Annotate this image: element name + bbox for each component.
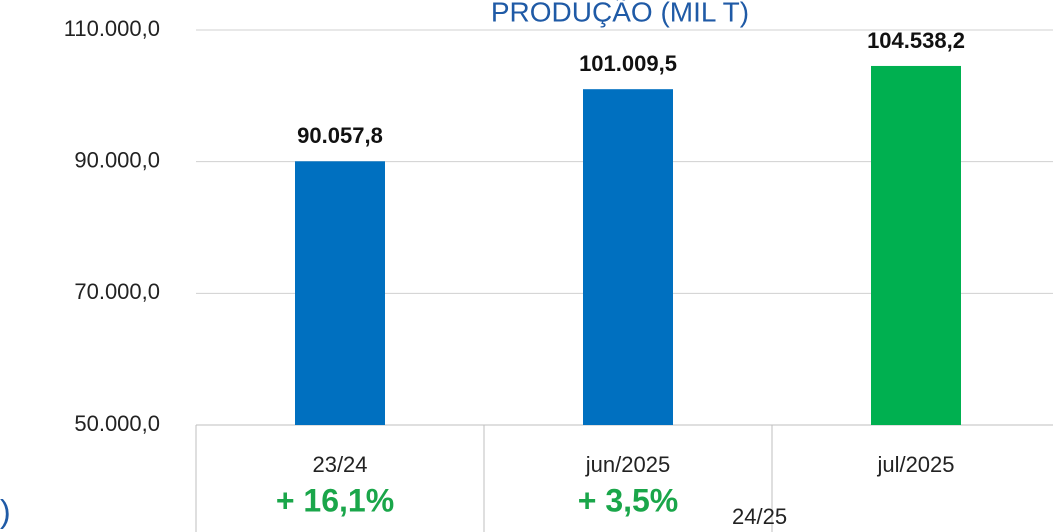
annotation: + 16,1% <box>276 482 394 518</box>
y-tick-label: 110.000,0 <box>64 16 160 41</box>
bar <box>295 161 385 426</box>
annotation: ) <box>0 493 11 529</box>
annotation: + 3,5% <box>578 482 679 518</box>
y-tick-label: 50.000,0 <box>74 411 160 436</box>
bar <box>583 89 673 425</box>
annotation: 24/25 <box>732 504 787 529</box>
x-tick-label: 23/24 <box>312 452 367 477</box>
x-tick-label: jul/2025 <box>876 452 954 477</box>
y-tick-label: 90.000,0 <box>74 147 160 172</box>
x-tick-label: jun/2025 <box>585 452 670 477</box>
bar <box>871 65 961 425</box>
y-tick-label: 70.000,0 <box>74 279 160 304</box>
chart-title: PRODUÇÃO (MIL T) <box>491 0 749 27</box>
data-label: 90.057,8 <box>297 123 383 148</box>
data-label: 104.538,2 <box>867 28 965 53</box>
data-label: 101.009,5 <box>579 51 677 76</box>
